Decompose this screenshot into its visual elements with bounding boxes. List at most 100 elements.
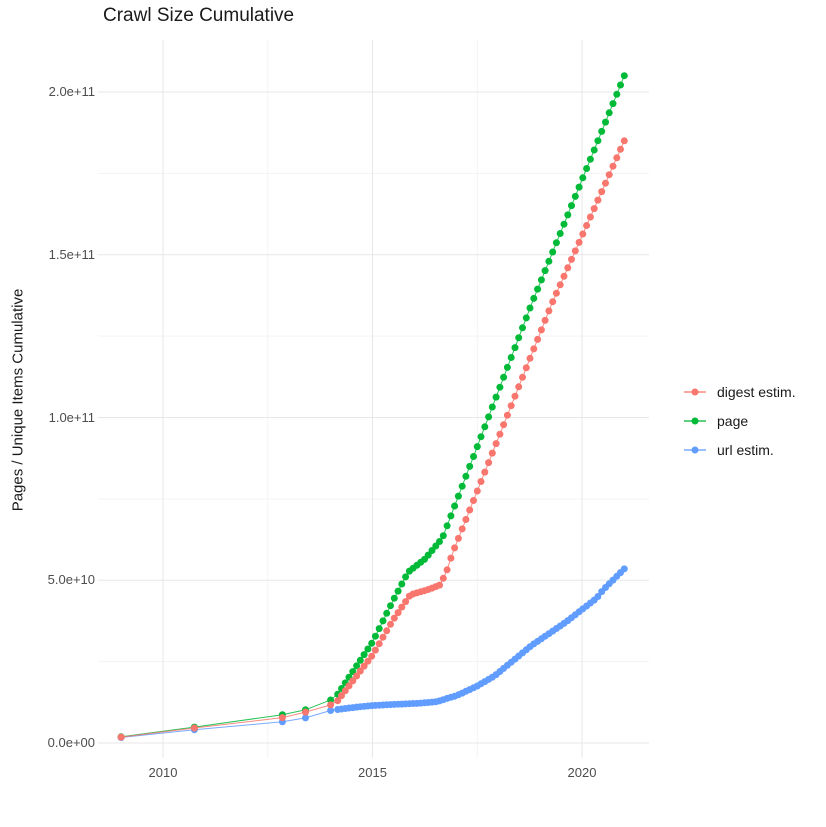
x-tick-label: 2020 — [567, 765, 597, 780]
legend-label: page — [717, 412, 749, 429]
series-digest-estim-point — [360, 662, 368, 670]
legend-item-page: page — [683, 410, 796, 431]
series-digest-estim-point — [571, 247, 579, 255]
series-page-point — [534, 285, 542, 293]
series-digest-estim-point — [541, 316, 549, 324]
series-page-point — [485, 413, 493, 421]
chart-title: Crawl Size Cumulative — [103, 5, 295, 26]
series-page-point — [447, 512, 455, 520]
y-tick-label: 2.0e+11 — [48, 84, 95, 99]
series-digest-estim-point — [496, 430, 504, 438]
legend-item-digest-estim: digest estim. — [683, 381, 796, 402]
gridlines-minor — [98, 40, 649, 758]
series-page-point — [545, 257, 553, 265]
series-digest-estim-point — [492, 440, 500, 448]
series-digest-estim-point — [526, 354, 534, 362]
series-page-point — [537, 276, 545, 284]
series-digest-estim-point — [383, 627, 391, 635]
series-page-point — [390, 594, 398, 602]
series-digest-estim-point — [353, 672, 361, 680]
series-page-point — [552, 239, 560, 247]
series-digest-estim-point — [375, 640, 383, 648]
series-digest-estim-point — [552, 289, 560, 297]
y-tick-label: 1.0e+11 — [48, 409, 95, 425]
series-page-point — [526, 304, 534, 312]
series-page-point — [583, 165, 591, 172]
legend: digest estim. page url estim. — [683, 381, 796, 460]
series-digest-estim-point — [537, 326, 545, 334]
series-digest-estim-point — [568, 255, 575, 263]
series-digest-estim-point — [356, 667, 364, 675]
series-page-point — [402, 573, 410, 581]
series-digest-estim-point — [534, 335, 542, 343]
series-digest-estim-point — [564, 264, 572, 272]
series-digest-estim-point — [402, 598, 410, 606]
series-page-point — [590, 146, 598, 154]
series-digest-estim-point — [617, 145, 624, 153]
series-digest-estim-point — [334, 697, 342, 705]
series-page-point — [481, 423, 489, 431]
series-page-point — [436, 538, 443, 545]
series-page-point — [473, 443, 481, 451]
series-page-point — [609, 100, 617, 108]
y-tick-label: 0.0e+00 — [47, 735, 95, 750]
series-digest-estim-point — [466, 506, 474, 514]
series-digest-estim-point — [560, 272, 568, 280]
series-page-point — [424, 551, 432, 559]
series-digest-estim-point — [594, 196, 602, 204]
series-page-point — [503, 363, 511, 371]
series-digest-estim-point — [379, 633, 387, 641]
series-page-point — [364, 645, 372, 653]
series-url-estim-point — [620, 565, 628, 573]
series-page-point — [511, 344, 519, 352]
series-digest-estim-point — [583, 222, 591, 229]
series-page-point — [605, 109, 613, 117]
series-page-point — [613, 90, 621, 98]
series-digest-estim-point — [515, 383, 523, 391]
series-page-point — [327, 696, 335, 704]
series-url-estim-point — [302, 714, 309, 722]
series-digest-estim-point — [473, 487, 481, 495]
series-digest-estim — [117, 137, 628, 741]
series-digest-estim-point — [575, 238, 583, 246]
series-page-point — [522, 314, 530, 322]
series-page-point — [617, 81, 624, 89]
series-page-point — [598, 127, 606, 135]
series-digest-estim-point — [530, 345, 538, 353]
series-page-point — [371, 632, 379, 640]
series-digest-estim-point — [394, 609, 402, 617]
series-page-point — [387, 602, 394, 610]
series-digest-estim-point — [609, 162, 617, 170]
series-page-point — [379, 617, 387, 625]
series-digest-estim-point — [613, 154, 621, 162]
series-digest-estim-point — [341, 687, 349, 695]
series-page-point — [556, 230, 564, 237]
series-page — [117, 72, 628, 741]
series-page-point — [375, 625, 383, 633]
series-digest-estim-point — [500, 421, 508, 429]
series-digest-estim-point — [302, 708, 309, 716]
gridlines-major — [98, 40, 649, 758]
series-page-point — [383, 609, 391, 617]
series-digest-estim-point — [368, 652, 376, 660]
series-page-point — [454, 492, 462, 500]
y-tick-label: 5.0e+10 — [47, 572, 95, 588]
series-page-point — [560, 220, 568, 228]
series-page-point — [466, 462, 474, 470]
series-digest-estim-point — [390, 614, 398, 622]
series-digest-estim-point — [598, 188, 606, 196]
series-digest-estim-point — [443, 566, 451, 574]
x-tick-label: 2010 — [148, 765, 178, 780]
series-page-point — [549, 248, 557, 256]
series-page-point — [594, 137, 602, 145]
series-page-point — [398, 580, 406, 588]
series-url-estim — [117, 565, 628, 741]
series-digest-estim-point — [488, 449, 496, 457]
series-digest-estim-point — [602, 179, 609, 187]
series-digest-estim-point — [338, 692, 345, 700]
series-page-point — [507, 354, 515, 361]
series-digest-estim-point — [590, 205, 598, 213]
series-page-point — [496, 383, 504, 391]
